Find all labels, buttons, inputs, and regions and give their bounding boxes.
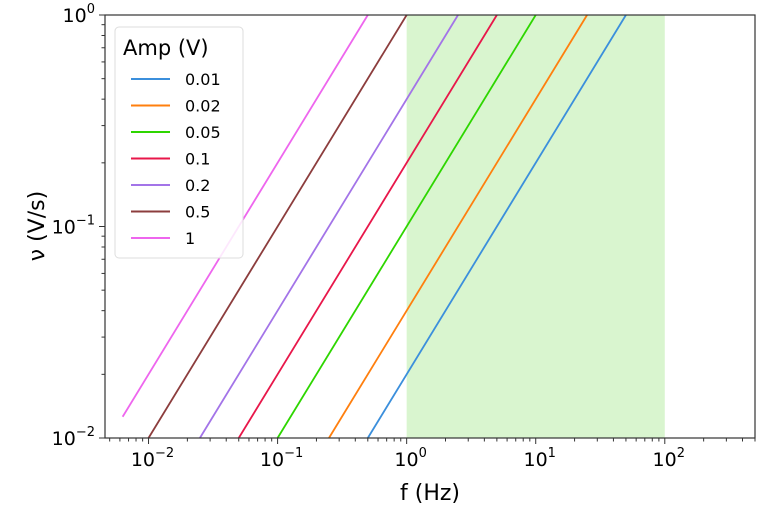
series-lines [121,14,627,439]
x-tick-label: 10−1 [260,446,303,471]
series-line-0.01 [367,14,627,439]
legend-title: Amp (V) [123,36,209,60]
legend-label-0.05: 0.05 [185,123,221,142]
axis-ticks: 10−2 10−1 100 101 102 10−2 10−1 100 [52,2,756,471]
x-tick-label: 102 [653,446,685,471]
series-line-0.02 [328,14,588,439]
x-tick-label: 10−2 [131,446,174,471]
legend-label-0.01: 0.01 [185,70,221,89]
series-line-0.2 [199,14,459,439]
x-axis-label: f (Hz) [400,481,460,506]
series-line-0.05 [276,14,537,439]
legend-label-0.1: 0.1 [185,150,210,169]
series-line-1 [121,14,369,418]
series-line-0.5 [147,14,408,439]
legend-label-0.2: 0.2 [185,176,210,195]
y-tick-label: 100 [63,2,95,27]
legend-box [114,26,244,259]
series-line-0.1 [237,14,498,439]
legend-label-0.5: 0.5 [185,203,210,222]
legend: Amp (V) 0.01 0.02 0.05 0.1 0.2 0.5 1 [114,26,244,259]
y-axis-label: ν (V/s) [25,191,50,261]
y-tick-label: 10−1 [52,214,95,239]
legend-label-0.02: 0.02 [185,97,221,116]
x-tick-label: 100 [394,446,426,471]
shaded-region [406,15,665,438]
y-tick-label: 10−2 [52,425,95,450]
legend-label-1: 1 [185,229,195,248]
x-tick-label: 101 [523,446,555,471]
